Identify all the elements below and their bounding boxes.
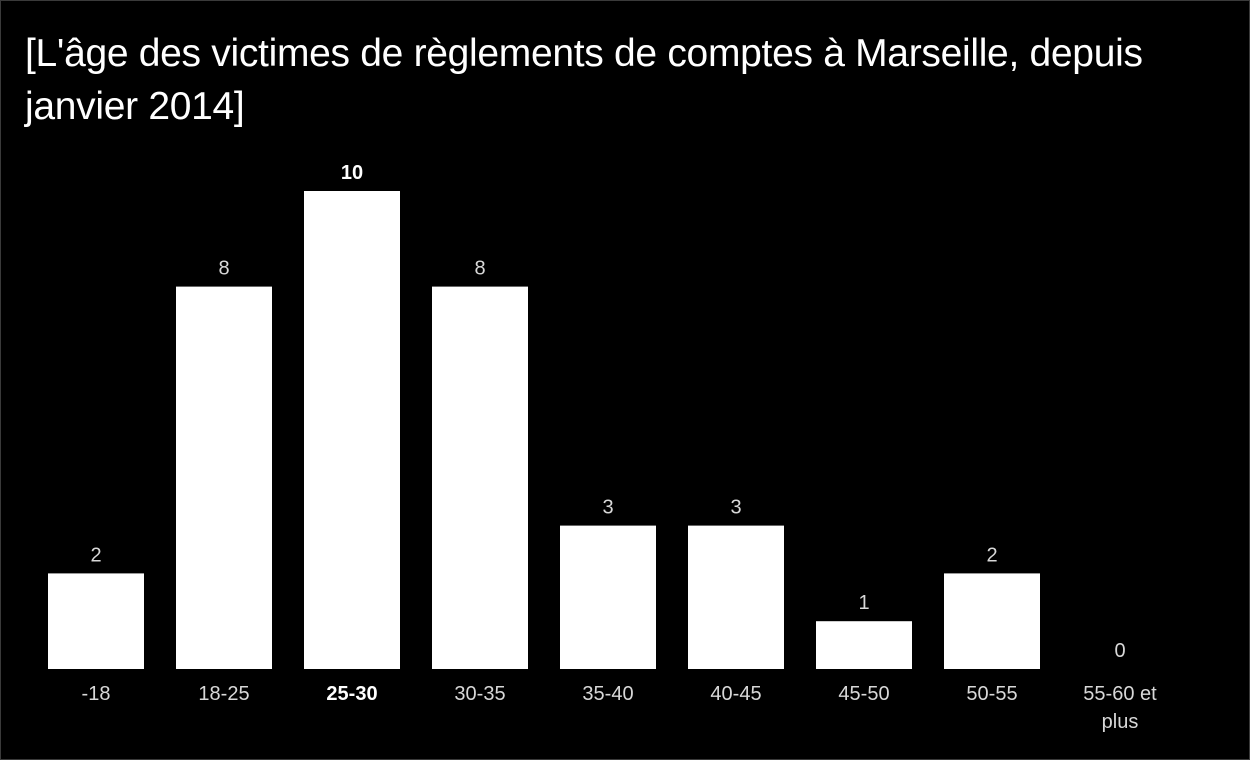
value-label-55-60 et plus: 0 [1114, 640, 1125, 662]
category-label-line: 25-30 [326, 683, 377, 705]
category-label-25-30: 25-30 [326, 683, 377, 705]
value-label-18-25: 8 [218, 258, 229, 280]
bars [48, 191, 1040, 669]
value-label-45-50: 1 [858, 592, 869, 614]
category-label--18: -18 [82, 683, 111, 705]
chart-title: [L'âge des victimes de règlements de com… [25, 32, 1143, 128]
bar-50-55 [944, 573, 1040, 669]
category-label-line: 35-40 [582, 683, 633, 705]
category-label-line: 55-60 et [1083, 683, 1157, 705]
value-labels: 2 8 10 8 3 3 1 2 0 [90, 162, 1125, 662]
value-label-40-45: 3 [730, 497, 741, 519]
bar-30-35 [432, 286, 528, 669]
category-label-line: 40-45 [710, 683, 761, 705]
category-label-40-45: 40-45 [710, 683, 761, 705]
bar-18-25 [176, 286, 272, 669]
category-label-line: 18-25 [198, 683, 249, 705]
category-label-line: 50-55 [966, 683, 1017, 705]
category-label-45-50: 45-50 [838, 683, 889, 705]
bar-25-30 [304, 191, 400, 669]
bar-35-40 [560, 525, 656, 669]
category-label-line: 45-50 [838, 683, 889, 705]
bar-40-45 [688, 525, 784, 669]
category-label-18-25: 18-25 [198, 683, 249, 705]
value-label-25-30: 10 [341, 162, 363, 184]
value-label-50-55: 2 [986, 544, 997, 566]
category-label-35-40: 35-40 [582, 683, 633, 705]
bar-45-50 [816, 621, 912, 669]
category-label-line: 30-35 [454, 683, 505, 705]
category-label-line: -18 [82, 683, 111, 705]
value-label--18: 2 [90, 544, 101, 566]
category-label-55-60 et plus: 55-60 et plus [1083, 683, 1157, 733]
category-label-50-55: 50-55 [966, 683, 1017, 705]
category-label-30-35: 30-35 [454, 683, 505, 705]
value-label-35-40: 3 [602, 497, 613, 519]
bar--18 [48, 573, 144, 669]
category-labels: -18 18-25 25-30 30-35 35-40 40-45 45-50 50-55 55… [82, 683, 1158, 733]
value-label-30-35: 8 [474, 258, 485, 280]
category-label-line: plus [1102, 711, 1139, 733]
